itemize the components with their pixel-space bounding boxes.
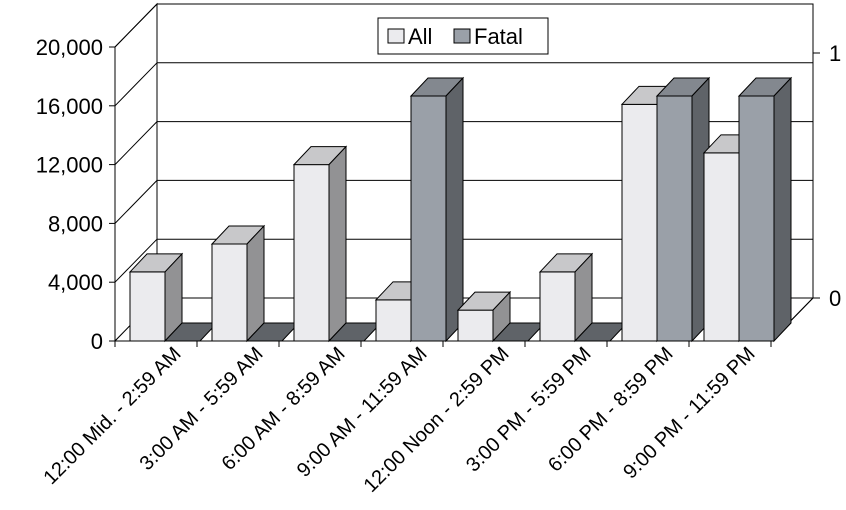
gridline-left [114,3,158,48]
bar-front [539,271,576,342]
y-tick-label-left: 4,000 [48,270,103,295]
legend-swatch-all [387,28,405,44]
y-tick-label-right: 1 [829,41,841,66]
legend-label-all: All [408,24,432,49]
bar-front [375,299,412,342]
y-tick-label-left: 8,000 [48,211,103,236]
bar-fatal [737,76,793,343]
bar-all [128,252,184,343]
bar-side [773,76,792,343]
y-tick-label-left: 16,000 [36,94,103,119]
bar-all [210,224,266,343]
bar-front [211,243,248,342]
gridline-left [114,62,158,107]
bar-front [129,271,166,342]
bar-front [293,164,330,342]
legend-swatch-fatal [453,28,471,44]
bar-side [328,145,347,343]
y-tick-label-right: 0 [829,286,841,311]
bar-front [621,103,658,342]
bar-side [445,76,464,343]
gridline-left [114,121,158,165]
x-tick-label: 12:00 Noon - 2:59 PM [360,343,514,497]
y-tick-label-left: 0 [91,329,103,354]
gridline-left [114,238,158,283]
legend: All Fatal [377,17,549,55]
chart-bars [128,76,793,343]
bar-front [703,152,740,342]
legend-label-fatal: Fatal [474,24,523,49]
bar-fatal [655,76,711,343]
bar-all [538,252,594,343]
bar-fatal [409,76,465,343]
gridline-left [114,180,158,224]
bar-front [410,95,447,342]
bar-all [292,145,348,343]
y-tick-label-left: 12,000 [36,153,103,178]
x-tick-label: 12:00 Mid. - 2:59 AM [39,343,185,489]
bar-front [457,309,494,342]
bar-all [456,290,512,343]
bar-front [738,95,775,342]
bar-side [246,224,265,343]
bar-front [656,95,693,342]
y-tick-label-left: 20,000 [36,35,103,60]
